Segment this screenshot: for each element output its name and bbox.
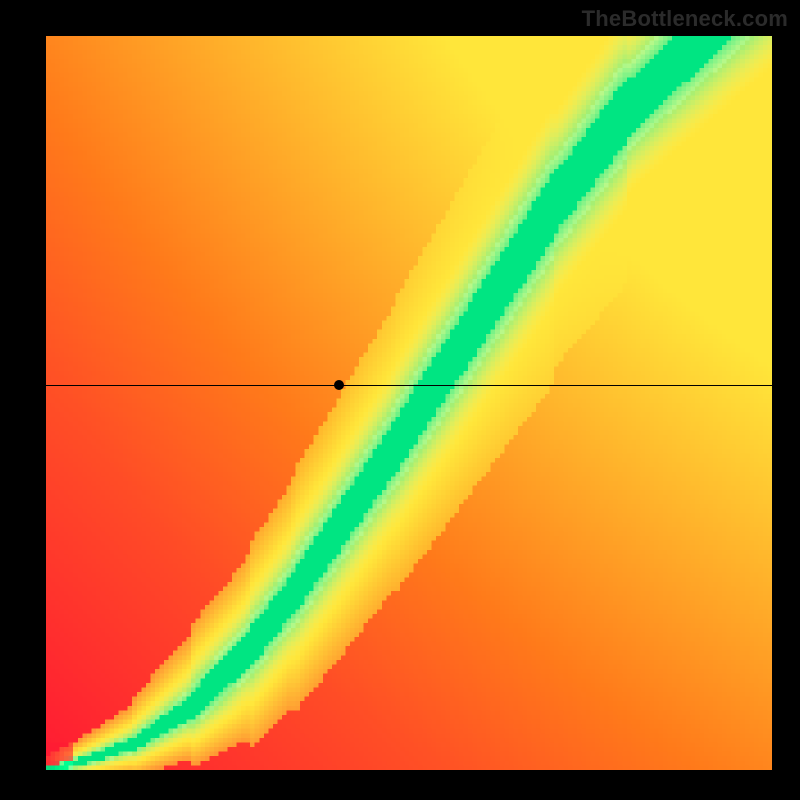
crosshair-vertical xyxy=(339,770,340,800)
heatmap-canvas xyxy=(46,36,772,770)
chart-container: TheBottleneck.com xyxy=(0,0,800,800)
crosshair-marker xyxy=(334,380,344,390)
plot-area xyxy=(46,36,772,770)
crosshair-horizontal xyxy=(46,385,772,386)
watermark-text: TheBottleneck.com xyxy=(582,6,788,32)
